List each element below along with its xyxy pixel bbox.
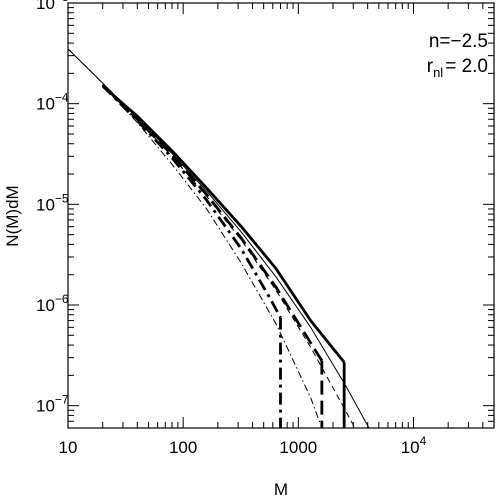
annotation-rnl-value: = 2.0 xyxy=(445,56,488,77)
y-tick-label-exponent: −4 xyxy=(55,91,69,105)
y-tick-label-exponent: −3 xyxy=(55,0,69,4)
series-line-thick-dashed xyxy=(101,83,324,362)
x-tick-label: 100 xyxy=(169,438,197,457)
y-tick-label-base: 10 xyxy=(36,95,55,114)
y-tick-label: 10−5 xyxy=(36,191,69,214)
y-tick-label-exponent: −7 xyxy=(55,393,69,407)
x-axis-label: M xyxy=(274,480,288,499)
y-tick-label-base: 10 xyxy=(36,296,55,315)
x-tick-label: 104 xyxy=(401,434,427,457)
series-layer xyxy=(68,48,370,428)
annotation-spectral-index: n=−2.5 xyxy=(429,31,488,52)
y-tick-label: 10−7 xyxy=(36,393,69,416)
y-tick-label-base: 10 xyxy=(36,195,55,214)
x-tick-label-base: 10 xyxy=(401,438,420,457)
x-tick-label: 10 xyxy=(59,438,78,457)
axis-ticks xyxy=(67,2,495,429)
series-line-thick-dash-dot xyxy=(101,84,282,319)
y-axis-label: N(M)dM xyxy=(3,185,22,246)
y-tick-label-exponent: −5 xyxy=(55,191,69,205)
x-tick-label: 1000 xyxy=(279,438,317,457)
annotation-rnl-subscript: nl xyxy=(433,65,443,80)
x-tick-label-exponent: 4 xyxy=(420,434,427,448)
series-line-thick-solid xyxy=(101,84,346,364)
y-tick-label: 10−4 xyxy=(36,91,69,114)
y-tick-label: 10−3 xyxy=(36,0,69,13)
y-tick-label-base: 10 xyxy=(36,0,55,13)
y-tick-label-exponent: −6 xyxy=(55,292,69,306)
y-tick-label-base: 10 xyxy=(36,397,55,416)
annotation-rnl-symbol: r xyxy=(427,56,434,77)
y-tick-label: 10−6 xyxy=(36,292,69,315)
annotation-rnl: rnl = 2.0 xyxy=(427,56,488,80)
series-line-thin-dash-dot xyxy=(102,85,323,428)
